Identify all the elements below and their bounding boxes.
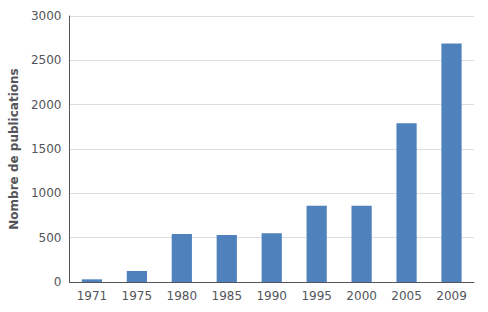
svg-text:2000: 2000 <box>31 98 62 112</box>
svg-text:0: 0 <box>54 275 62 289</box>
svg-text:500: 500 <box>39 231 62 245</box>
svg-text:1995: 1995 <box>301 289 332 303</box>
svg-text:2005: 2005 <box>391 289 422 303</box>
svg-text:Nombre de publications: Nombre de publications <box>7 68 21 229</box>
svg-text:2000: 2000 <box>346 289 377 303</box>
svg-text:1500: 1500 <box>31 142 62 156</box>
svg-text:2500: 2500 <box>31 53 62 67</box>
svg-text:2009: 2009 <box>436 289 467 303</box>
svg-text:1985: 1985 <box>211 289 242 303</box>
svg-text:1980: 1980 <box>167 289 198 303</box>
svg-text:1990: 1990 <box>256 289 287 303</box>
svg-text:3000: 3000 <box>31 9 62 23</box>
svg-text:1975: 1975 <box>122 289 153 303</box>
svg-text:1000: 1000 <box>31 186 62 200</box>
svg-text:1971: 1971 <box>77 289 108 303</box>
